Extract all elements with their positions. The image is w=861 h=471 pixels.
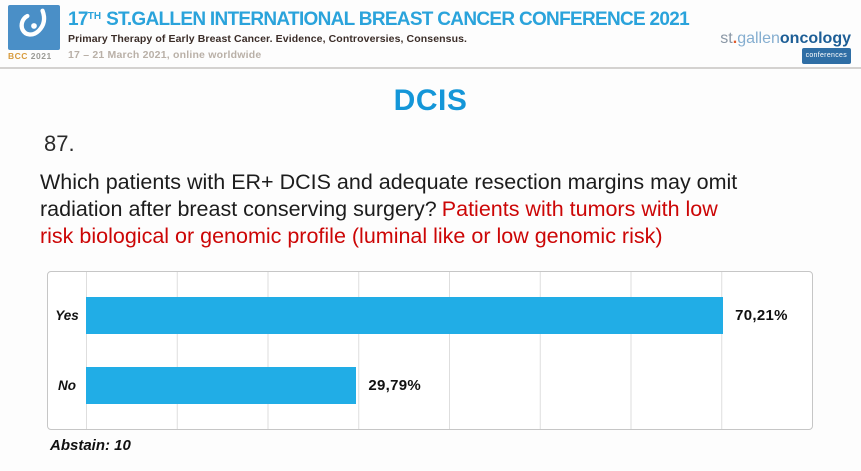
bcc-logo-text: BCC (8, 51, 28, 61)
bar-no (86, 366, 357, 404)
brand-oncology: oncology (779, 30, 851, 47)
category-label-yes: Yes (55, 307, 79, 323)
slide-title: DCIS (393, 84, 468, 117)
question-red-text: risk biological or genomic profile (lumi… (40, 224, 663, 248)
conference-subtitle: Primary Therapy of Early Breast Cancer. … (68, 33, 468, 45)
question-line-1: Which patients with ER+ DCIS and adequat… (40, 169, 855, 196)
drop-icon (14, 6, 54, 49)
stgallen-oncology-logo: st.gallenoncology conferences (720, 30, 851, 64)
bar-row-no: No 29,79% (48, 363, 812, 407)
value-label-yes: 70,21% (735, 306, 788, 324)
brand-dot: . (732, 30, 738, 47)
bar-yes (86, 296, 724, 334)
bcc-logo-year: 2021 (30, 51, 52, 61)
brand-gallen: gallen (737, 30, 780, 47)
question-text: Which patients with ER+ DCIS and adequat… (40, 169, 855, 250)
bcc-logo-mark (8, 5, 60, 50)
value-label-no: 29,79% (368, 376, 422, 394)
question-number: 87. (44, 131, 75, 156)
bcc-logo-caption: BCC 2021 (8, 51, 62, 61)
question-black-text: radiation after breast conserving surger… (40, 197, 437, 221)
conference-title-block: 17TH ST.GALLEN INTERNATIONAL BREAST CANCE… (68, 6, 690, 61)
conference-title: 17TH ST.GALLEN INTERNATIONAL BREAST CANCE… (68, 6, 690, 30)
plot-area-no: 29,79% (86, 363, 812, 407)
conference-title-number: 17 (68, 9, 88, 30)
abstain-note: Abstain: 10 (50, 437, 131, 454)
conference-dates: 17 – 21 March 2021, online worldwide (68, 49, 262, 61)
conference-title-text: ST.GALLEN INTERNATIONAL BREAST CANCER CO… (106, 9, 690, 30)
question-line-3: risk biological or genomic profile (lumi… (40, 223, 855, 250)
stgallen-oncology-wordmark: st.gallenoncology (720, 30, 851, 47)
brand-tagline-badge: conferences (801, 48, 851, 64)
bcc-logo: BCC 2021 (8, 5, 62, 61)
question-line-2: radiation after breast conserving surger… (40, 196, 855, 223)
conference-header: BCC 2021 17TH ST.GALLEN INTERNATIONAL BRE… (0, 0, 861, 69)
question-black-text: Which patients with ER+ DCIS and adequat… (40, 170, 738, 194)
plot-area-yes: 70,21% (86, 293, 812, 337)
conference-title-ordinal: TH (87, 11, 102, 22)
bar-row-yes: Yes 70,21% (48, 293, 812, 337)
question-red-text: Patients with tumors with low (441, 197, 718, 221)
category-label-no: No (58, 377, 76, 393)
poll-bar-chart: Yes 70,21% No 29,79% (47, 271, 813, 430)
brand-st: st (720, 30, 733, 47)
